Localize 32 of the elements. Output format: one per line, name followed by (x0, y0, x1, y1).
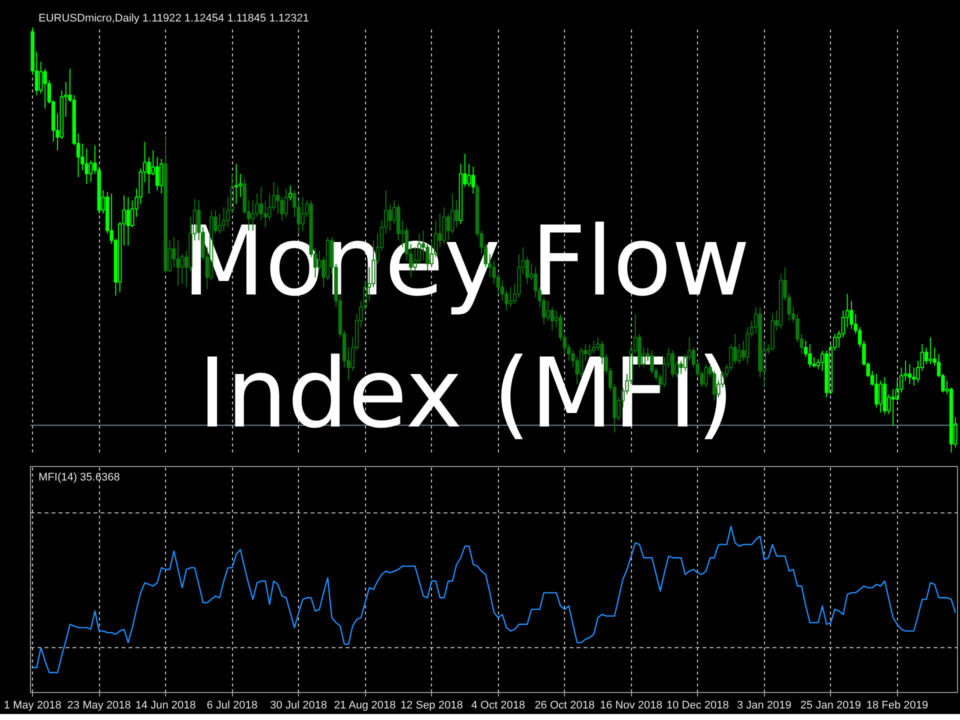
candlestick (176, 240, 180, 286)
x-tick-label: 23 May 2018 (67, 700, 131, 712)
x-tick-label: 26 Oct 2018 (534, 700, 595, 712)
x-tick-label: 25 Jan 2019 (800, 700, 861, 712)
x-tick-label: 18 Feb 2019 (866, 700, 928, 712)
x-tick-label: 30 Jul 2018 (270, 700, 328, 712)
x-tick-label: 21 Aug 2018 (334, 700, 396, 712)
candlestick (288, 185, 292, 201)
x-tick-label: 16 Nov 2018 (600, 700, 662, 712)
text: EURUSDmicro,Daily 1.11922 1.12454 1.11845 1.12321 (38, 12, 309, 24)
candlestick (164, 134, 168, 273)
x-tick-label: 1 May 2018 (4, 700, 62, 712)
x-tick-label: 14 Jun 2018 (135, 700, 196, 712)
candlestick (284, 188, 288, 218)
candlestick (808, 344, 812, 368)
x-tick-label: 3 Jan 2019 (736, 700, 792, 712)
candlestick (234, 163, 238, 204)
candlestick (126, 196, 130, 246)
candlestick (471, 166, 476, 194)
x-tick-label: 10 Dec 2018 (666, 700, 729, 712)
x-tick-label: 12 Sep 2018 (400, 700, 463, 712)
candlestick (770, 313, 774, 351)
candlestick (508, 286, 512, 308)
candlestick (882, 376, 887, 415)
x-tick-label: 4 Oct 2018 (471, 700, 526, 712)
candlestick (928, 336, 932, 365)
text: MFI(14) 35.6368 (38, 472, 120, 484)
candlestick (160, 158, 164, 194)
x-tick-label: 6 Jul 2018 (206, 700, 258, 712)
candlestick (592, 340, 596, 354)
candlestick (704, 364, 708, 388)
candlestick (908, 364, 912, 385)
